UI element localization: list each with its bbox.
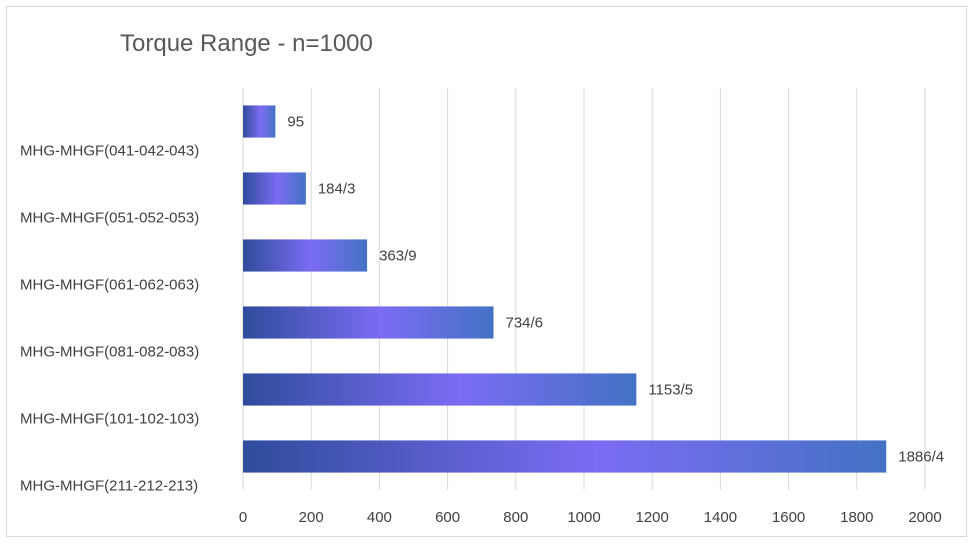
data-label: 95 xyxy=(287,114,304,131)
bar xyxy=(243,306,494,339)
x-tick-label: 1000 xyxy=(567,509,600,526)
category-label: MHG-MHGF(051-052-053) xyxy=(20,210,199,227)
data-label: 734/6 xyxy=(505,315,543,332)
x-tick-label: 1400 xyxy=(704,509,737,526)
data-label: 1886/4 xyxy=(898,449,944,466)
bar xyxy=(243,440,887,473)
data-label: 1153/5 xyxy=(648,382,693,399)
category-label: MHG-MHGF(061-062-063) xyxy=(20,277,199,294)
x-tick-label: 600 xyxy=(435,509,460,526)
x-tick-label: 1200 xyxy=(636,509,669,526)
category-label: MHG-MHGF(101-102-103) xyxy=(20,411,199,428)
chart-title: Torque Range - n=1000 xyxy=(120,30,373,57)
bar xyxy=(243,373,637,406)
category-label: MHG-MHGF(081-082-083) xyxy=(20,344,199,361)
data-label: 184/3 xyxy=(318,181,356,198)
bar xyxy=(243,172,306,205)
x-tick-label: 200 xyxy=(299,509,324,526)
x-tick-label: 1600 xyxy=(772,509,805,526)
x-tick-label: 1800 xyxy=(840,509,873,526)
x-tick-label: 400 xyxy=(367,509,392,526)
data-label: 363/9 xyxy=(379,248,417,265)
bar xyxy=(243,239,368,272)
x-tick-label: 2000 xyxy=(908,509,941,526)
category-label: MHG-MHGF(211-212-213) xyxy=(20,478,198,495)
x-tick-label: 0 xyxy=(239,509,247,526)
category-label: MHG-MHGF(041-042-043) xyxy=(20,143,199,160)
bar xyxy=(243,105,276,138)
x-tick-label: 800 xyxy=(503,509,528,526)
